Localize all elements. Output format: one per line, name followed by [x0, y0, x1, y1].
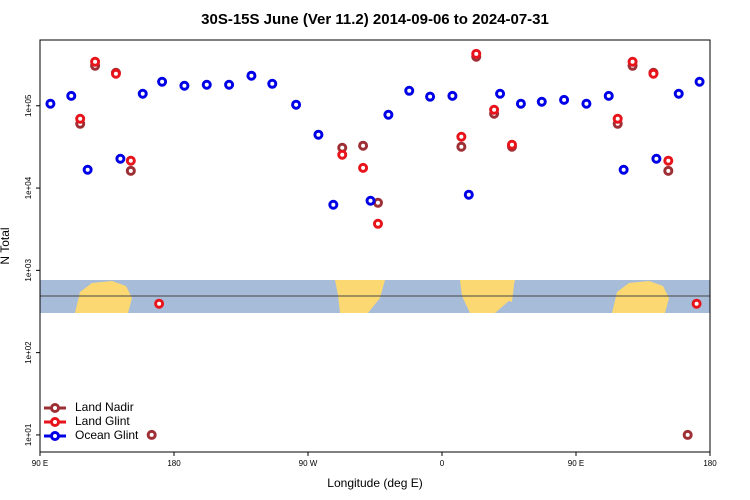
data-point — [612, 113, 623, 124]
data-point — [425, 91, 436, 102]
x-tick-label: 90 E — [568, 459, 584, 468]
data-point — [404, 85, 415, 96]
legend-label: Land Nadir — [75, 400, 134, 414]
data-point — [75, 113, 86, 124]
data-point — [456, 131, 467, 142]
data-point — [146, 429, 157, 440]
data-point — [267, 78, 278, 89]
map-strip — [40, 280, 710, 313]
y-axis-label: N Total — [0, 227, 12, 264]
legend-marker — [50, 431, 60, 441]
x-tick-label: 180 — [167, 459, 181, 468]
data-point — [648, 68, 659, 79]
data-point — [618, 164, 629, 175]
y-tick-label: 1e+02 — [24, 341, 33, 364]
data-point — [495, 88, 506, 99]
data-point — [663, 165, 674, 176]
chart-title: 30S-15S June (Ver 11.2) 2014-09-06 to 20… — [201, 11, 549, 28]
y-tick-label: 1e+03 — [24, 259, 33, 282]
data-point — [358, 162, 369, 173]
data-point — [383, 109, 394, 120]
y-tick-label: 1e+04 — [24, 176, 33, 199]
x-tick-label: 0 — [440, 459, 445, 468]
plot-frame — [39, 39, 711, 453]
data-point — [313, 129, 324, 140]
data-point — [372, 218, 383, 229]
data-point — [125, 165, 136, 176]
data-point — [328, 199, 339, 210]
data-point — [581, 98, 592, 109]
data-point — [45, 98, 56, 109]
y-tick-label: 1e+05 — [24, 94, 33, 117]
data-point — [154, 298, 165, 309]
data-point — [224, 79, 235, 90]
data-point — [506, 139, 517, 150]
data-point — [291, 99, 302, 110]
data-point — [489, 104, 500, 115]
data-point — [358, 140, 369, 151]
data-point — [673, 88, 684, 99]
data-point — [365, 195, 376, 206]
data-point — [137, 88, 148, 99]
data-point — [447, 90, 458, 101]
data-point — [115, 153, 126, 164]
legend-marker — [50, 417, 60, 427]
data-point — [157, 76, 168, 87]
data-point — [246, 70, 257, 81]
data-point — [682, 429, 693, 440]
data-point — [110, 68, 121, 79]
legend-label: Ocean Glint — [75, 428, 139, 442]
data-point — [651, 153, 662, 164]
data-point — [471, 48, 482, 59]
data-point — [456, 141, 467, 152]
data-point — [515, 98, 526, 109]
data-point — [694, 76, 705, 87]
x-tick-label: 180 — [703, 459, 717, 468]
data-point — [179, 80, 190, 91]
data-point — [372, 197, 383, 208]
data-point — [82, 164, 93, 175]
legend-label: Land Glint — [75, 414, 130, 428]
data-point — [627, 56, 638, 67]
data-point — [663, 155, 674, 166]
data-point — [691, 298, 702, 309]
data-point — [125, 155, 136, 166]
x-tick-label: 90 E — [32, 459, 48, 468]
data-point — [201, 79, 212, 90]
data-point — [66, 90, 77, 101]
data-point — [559, 94, 570, 105]
legend-marker — [50, 403, 60, 413]
data-point — [463, 189, 474, 200]
data-point — [90, 56, 101, 67]
data-point — [536, 96, 547, 107]
x-tick-label: 90 W — [299, 459, 318, 468]
x-axis-label: Longitude (deg E) — [327, 476, 422, 490]
data-point — [603, 90, 614, 101]
y-tick-label: 1e+01 — [24, 423, 33, 446]
data-point — [337, 149, 348, 160]
